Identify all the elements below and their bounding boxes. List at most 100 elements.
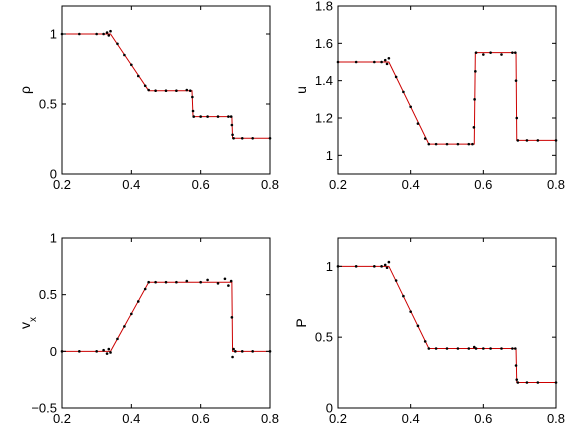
x-tick-label: 0.8 xyxy=(261,177,279,192)
data-point xyxy=(107,34,111,37)
data-point xyxy=(474,347,478,350)
data-point xyxy=(482,347,485,350)
y-tick-label: 1.2 xyxy=(315,111,333,126)
x-tick-label: 0.4 xyxy=(122,177,140,192)
data-point xyxy=(102,348,105,352)
data-point xyxy=(514,79,518,82)
data-point xyxy=(354,265,358,268)
data-point xyxy=(206,278,209,282)
y-tick-label: 0.5 xyxy=(315,330,333,345)
data-point xyxy=(409,310,412,313)
data-point xyxy=(251,137,254,140)
panel-density: 0.2 0.4 0.6 0.8 0 0.5 1 ρ xyxy=(17,5,279,192)
data-point xyxy=(511,347,514,350)
data-point xyxy=(373,265,376,268)
data-point xyxy=(471,142,474,146)
x-tick-label: 0.2 xyxy=(329,177,347,192)
x-tick-label: 0.4 xyxy=(402,411,420,425)
y-tick-label: 1 xyxy=(50,231,57,246)
series-line-pressure xyxy=(338,265,556,383)
data-point xyxy=(95,350,98,353)
data-point xyxy=(445,347,449,350)
data-point xyxy=(95,32,98,36)
data-point xyxy=(230,123,234,127)
data-point xyxy=(516,139,520,142)
x-tick-label: 0.6 xyxy=(474,411,492,425)
data-point xyxy=(136,300,140,303)
data-point xyxy=(191,95,194,99)
data-point xyxy=(136,74,140,78)
data-point xyxy=(109,351,112,354)
data-point xyxy=(223,277,227,281)
x-tick-label: 0.2 xyxy=(53,411,71,425)
data-point xyxy=(456,142,460,146)
data-point xyxy=(230,316,234,319)
data-point xyxy=(116,337,119,341)
data-point xyxy=(216,115,220,118)
data-point xyxy=(232,347,235,351)
data-point xyxy=(387,56,391,60)
data-point xyxy=(514,364,518,367)
data-point xyxy=(467,347,471,350)
data-point xyxy=(206,115,209,118)
data-point xyxy=(234,350,237,353)
data-point xyxy=(394,75,398,79)
data-point xyxy=(354,60,358,64)
data-point xyxy=(154,89,157,92)
data-point xyxy=(164,89,168,92)
data-point xyxy=(525,139,529,142)
data-point xyxy=(373,60,376,64)
data-point xyxy=(489,347,492,350)
y-axis-label: P xyxy=(293,318,309,327)
data-point xyxy=(199,115,202,118)
data-point xyxy=(525,381,529,384)
data-point xyxy=(383,263,387,267)
data-point xyxy=(474,51,478,54)
data-point xyxy=(394,279,398,282)
data-point xyxy=(143,287,147,291)
data-point xyxy=(434,142,438,146)
data-point xyxy=(380,60,383,64)
x-tick-label: 0.6 xyxy=(192,411,210,425)
data-point xyxy=(472,345,476,349)
data-point xyxy=(516,381,520,384)
plot-frame-velocity-u xyxy=(337,5,557,175)
data-point xyxy=(78,350,81,353)
x-tick-label: 0.8 xyxy=(547,411,565,425)
data-point xyxy=(229,279,233,283)
data-point xyxy=(175,89,178,92)
data-point xyxy=(232,137,235,140)
data-point xyxy=(188,89,192,92)
data-point xyxy=(105,352,109,355)
data-point xyxy=(105,31,109,34)
data-point xyxy=(147,280,150,284)
data-point xyxy=(185,88,189,92)
data-point xyxy=(147,88,150,92)
data-point xyxy=(154,280,157,284)
x-tick-label: 0.4 xyxy=(402,177,420,192)
data-point xyxy=(385,62,389,66)
panel-pressure: 0.2 0.4 0.6 0.8 0 0.5 1 P xyxy=(293,237,565,425)
series-line-velocity-vx xyxy=(62,281,270,352)
data-point xyxy=(109,29,112,33)
data-point xyxy=(514,51,517,54)
data-point xyxy=(402,90,405,94)
data-point xyxy=(473,98,476,101)
data-point xyxy=(130,63,133,67)
data-point xyxy=(514,347,517,350)
x-tick-label: 0.2 xyxy=(53,177,71,192)
data-point xyxy=(472,126,476,129)
plot-frame-pressure xyxy=(337,237,557,409)
y-tick-label: −0.5 xyxy=(31,401,57,416)
data-point xyxy=(434,347,438,350)
data-point xyxy=(227,284,230,287)
data-point xyxy=(536,139,540,142)
data-point xyxy=(240,137,244,140)
data-point xyxy=(123,325,126,328)
data-point xyxy=(515,378,519,381)
series-line-density xyxy=(62,33,270,139)
y-tick-label: 0 xyxy=(50,344,57,359)
data-point xyxy=(383,58,387,62)
data-point xyxy=(489,51,492,54)
data-point xyxy=(500,347,503,350)
